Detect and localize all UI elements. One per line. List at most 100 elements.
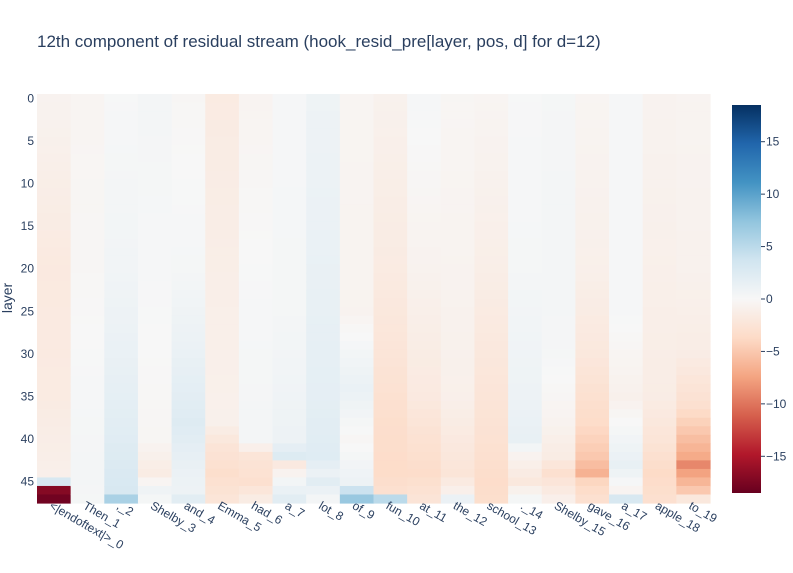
heatmap-cell: [104, 375, 139, 385]
heatmap-cell: [609, 94, 644, 104]
heatmap-cell: [575, 196, 610, 206]
heatmap-cell: [575, 272, 610, 283]
heatmap-cell: [238, 264, 274, 274]
heatmap-cell: [70, 358, 105, 368]
heatmap-cell: [407, 153, 442, 163]
colorbar-tick-label: 0: [766, 292, 773, 306]
heatmap-cell: [642, 102, 677, 112]
heatmap-cell: [70, 443, 105, 453]
heatmap-cell: [171, 451, 206, 461]
heatmap-cell: [541, 451, 576, 461]
heatmap-cell: [37, 102, 72, 112]
heatmap-cell: [104, 153, 139, 163]
heatmap-cell: [339, 392, 375, 402]
heatmap-cell: [171, 485, 206, 496]
heatmap-cell: [575, 170, 610, 180]
heatmap-cell: [171, 94, 206, 104]
heatmap-cell: [70, 460, 105, 470]
heatmap-cell: [609, 307, 644, 317]
heatmap-cell: [137, 392, 173, 402]
heatmap-cell: [238, 145, 274, 155]
heatmap-cell: [272, 272, 307, 283]
heatmap-cell: [575, 468, 610, 479]
heatmap-cell: [171, 434, 206, 444]
heatmap-cell: [474, 187, 509, 197]
heatmap-cell: [205, 392, 240, 402]
heatmap-cell: [676, 272, 711, 283]
heatmap-cell: [474, 324, 509, 334]
heatmap-cell: [609, 255, 644, 266]
heatmap-cell: [306, 383, 341, 393]
y-tick-label: 30: [21, 347, 35, 361]
heatmap-cell: [373, 289, 408, 300]
heatmap-cell: [272, 426, 307, 436]
heatmap-cell: [205, 426, 240, 436]
heatmap-cell: [70, 349, 105, 359]
heatmap-cell: [642, 315, 677, 325]
heatmap-cell: [508, 383, 543, 393]
heatmap-cell: [70, 409, 105, 419]
heatmap-cell: [272, 213, 307, 223]
heatmap-cell: [541, 349, 576, 359]
heatmap-cell: [137, 213, 173, 223]
heatmap-cell: [440, 247, 476, 257]
heatmap-cell: [440, 375, 476, 385]
heatmap-cell: [609, 179, 644, 189]
heatmap-cell: [37, 383, 72, 393]
heatmap-cell: [642, 111, 677, 121]
heatmap-cell: [339, 349, 375, 359]
heatmap-cell: [407, 426, 442, 436]
heatmap-cell: [474, 375, 509, 385]
y-tick-label: 40: [21, 432, 35, 446]
heatmap-cell: [440, 221, 476, 231]
heatmap-cell: [373, 264, 408, 274]
heatmap-cell: [575, 255, 610, 266]
heatmap-cell: [676, 392, 711, 402]
heatmap-cell: [440, 102, 476, 112]
heatmap-cell: [306, 341, 341, 351]
heatmap-cell: [37, 111, 72, 121]
heatmap-cell: [373, 179, 408, 189]
heatmap-cell: [508, 443, 543, 453]
heatmap-cell: [306, 264, 341, 274]
heatmap-cell: [238, 409, 274, 419]
heatmap-cell: [205, 128, 240, 138]
heatmap-cell: [104, 460, 139, 470]
heatmap-cell: [339, 307, 375, 317]
heatmap-cell: [272, 341, 307, 351]
heatmap-cell: [407, 494, 442, 504]
heatmap-cell: [171, 417, 206, 427]
heatmap-cell: [339, 468, 375, 479]
heatmap-cell: [407, 460, 442, 470]
heatmap-cell: [205, 94, 240, 104]
heatmap-cell: [575, 187, 610, 197]
heatmap-cell: [373, 213, 408, 223]
heatmap-cell: [474, 111, 509, 121]
heatmap-cell: [407, 119, 442, 129]
heatmap-cell: [642, 324, 677, 334]
heatmap-cell: [676, 494, 711, 504]
heatmap-cell: [676, 375, 711, 385]
heatmap-cell: [508, 434, 543, 444]
heatmap-cell: [642, 383, 677, 393]
heatmap-cell: [238, 298, 274, 308]
heatmap-cell: [508, 451, 543, 461]
heatmap-cell: [205, 366, 240, 376]
heatmap-cell: [508, 187, 543, 197]
heatmap-cell: [272, 443, 307, 453]
heatmap-cell: [407, 409, 442, 419]
heatmap-cell: [541, 485, 576, 496]
heatmap-cell: [205, 179, 240, 189]
heatmap-cell: [171, 366, 206, 376]
heatmap-cell: [238, 417, 274, 427]
heatmap-cell: [137, 136, 173, 146]
heatmap-cell: [104, 94, 139, 104]
heatmap-cell: [70, 162, 105, 172]
heatmap-cell: [407, 264, 442, 274]
heatmap-cell: [474, 272, 509, 283]
heatmap-cell: [373, 204, 408, 214]
heatmap-cell: [642, 494, 677, 504]
heatmap-cell: [541, 213, 576, 223]
heatmap-cell: [575, 477, 610, 487]
